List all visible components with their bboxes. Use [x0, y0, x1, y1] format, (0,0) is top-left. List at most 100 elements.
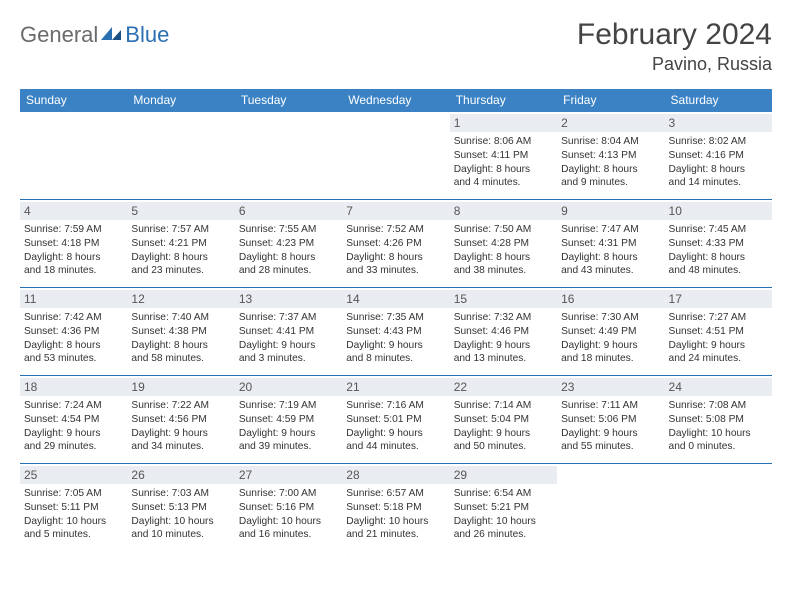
day-details: Sunrise: 8:04 AMSunset: 4:13 PMDaylight:…: [561, 135, 660, 190]
sunrise-text: Sunrise: 7:30 AM: [561, 311, 660, 325]
day-number: 24: [665, 378, 772, 396]
calendar-row: 1Sunrise: 8:06 AMSunset: 4:11 PMDaylight…: [20, 112, 772, 200]
logo-text-general: General: [20, 22, 98, 48]
sunrise-text: Sunrise: 7:14 AM: [454, 399, 553, 413]
daylight2-text: and 14 minutes.: [669, 176, 768, 190]
daylight1-text: Daylight: 9 hours: [346, 427, 445, 441]
day-number: 19: [127, 378, 234, 396]
daylight1-text: Daylight: 9 hours: [561, 339, 660, 353]
daylight2-text: and 39 minutes.: [239, 440, 338, 454]
daylight2-text: and 18 minutes.: [24, 264, 123, 278]
day-details: Sunrise: 7:50 AMSunset: 4:28 PMDaylight:…: [454, 223, 553, 278]
sunset-text: Sunset: 4:13 PM: [561, 149, 660, 163]
calendar-cell: [235, 112, 342, 200]
daylight1-text: Daylight: 10 hours: [346, 515, 445, 529]
day-number: 16: [557, 290, 664, 308]
calendar-cell: 19 Sunrise: 7:22 AMSunset: 4:56 PMDayligh…: [127, 376, 234, 464]
daylight2-text: and 33 minutes.: [346, 264, 445, 278]
sunset-text: Sunset: 4:51 PM: [669, 325, 768, 339]
sunset-text: Sunset: 4:38 PM: [131, 325, 230, 339]
sunset-text: Sunset: 4:41 PM: [239, 325, 338, 339]
sunrise-text: Sunrise: 7:32 AM: [454, 311, 553, 325]
daylight1-text: Daylight: 9 hours: [24, 427, 123, 441]
daylight1-text: Daylight: 9 hours: [239, 339, 338, 353]
day-details: Sunrise: 7:00 AMSunset: 5:16 PMDaylight:…: [239, 487, 338, 542]
day-details: Sunrise: 7:30 AMSunset: 4:49 PMDaylight:…: [561, 311, 660, 366]
calendar-cell: 18 Sunrise: 7:24 AMSunset: 4:54 PMDayligh…: [20, 376, 127, 464]
sunrise-text: Sunrise: 7:03 AM: [131, 487, 230, 501]
logo-text-blue: Blue: [125, 22, 169, 48]
sunrise-text: Sunrise: 8:04 AM: [561, 135, 660, 149]
day-details: Sunrise: 6:54 AMSunset: 5:21 PMDaylight:…: [454, 487, 553, 542]
daylight2-text: and 43 minutes.: [561, 264, 660, 278]
day-details: Sunrise: 7:37 AMSunset: 4:41 PMDaylight:…: [239, 311, 338, 366]
day-details: Sunrise: 7:22 AMSunset: 4:56 PMDaylight:…: [131, 399, 230, 454]
daylight1-text: Daylight: 8 hours: [131, 251, 230, 265]
day-details: Sunrise: 8:02 AMSunset: 4:16 PMDaylight:…: [669, 135, 768, 190]
calendar-cell: 11Sunrise: 7:42 AMSunset: 4:36 PMDayligh…: [20, 288, 127, 376]
daylight2-text: and 18 minutes.: [561, 352, 660, 366]
sunrise-text: Sunrise: 7:16 AM: [346, 399, 445, 413]
calendar-cell: [665, 464, 772, 552]
calendar-cell: [557, 464, 664, 552]
day-number: 18: [20, 378, 127, 396]
calendar-body: 1Sunrise: 8:06 AMSunset: 4:11 PMDaylight…: [20, 112, 772, 552]
day-details: Sunrise: 7:08 AMSunset: 5:08 PMDaylight:…: [669, 399, 768, 454]
calendar-cell: 9Sunrise: 7:47 AMSunset: 4:31 PMDaylight…: [557, 200, 664, 288]
calendar-cell: 23Sunrise: 7:11 AMSunset: 5:06 PMDayligh…: [557, 376, 664, 464]
calendar-row: 4Sunrise: 7:59 AMSunset: 4:18 PMDaylight…: [20, 200, 772, 288]
daylight1-text: Daylight: 9 hours: [454, 339, 553, 353]
day-details: Sunrise: 7:24 AMSunset: 4:54 PMDaylight:…: [24, 399, 123, 454]
sunset-text: Sunset: 5:11 PM: [24, 501, 123, 515]
header: General Blue February 2024 Pavino, Russi…: [20, 18, 772, 75]
day-details: Sunrise: 7:40 AMSunset: 4:38 PMDaylight:…: [131, 311, 230, 366]
day-number: 8: [450, 202, 557, 220]
day-number: 12: [127, 290, 234, 308]
day-number: 22: [450, 378, 557, 396]
sunrise-text: Sunrise: 8:06 AM: [454, 135, 553, 149]
sunset-text: Sunset: 4:23 PM: [239, 237, 338, 251]
calendar-cell: 10Sunrise: 7:45 AMSunset: 4:33 PMDayligh…: [665, 200, 772, 288]
calendar-cell: 15Sunrise: 7:32 AMSunset: 4:46 PMDayligh…: [450, 288, 557, 376]
day-details: Sunrise: 8:06 AMSunset: 4:11 PMDaylight:…: [454, 135, 553, 190]
weekday-header: Thursday: [450, 89, 557, 112]
sunrise-text: Sunrise: 7:47 AM: [561, 223, 660, 237]
sunset-text: Sunset: 4:18 PM: [24, 237, 123, 251]
calendar-cell: 28 Sunrise: 6:57 AMSunset: 5:18 PMDayligh…: [342, 464, 449, 552]
daylight2-text: and 13 minutes.: [454, 352, 553, 366]
calendar-row: 25Sunrise: 7:05 AMSunset: 5:11 PMDayligh…: [20, 464, 772, 552]
day-details: Sunrise: 7:05 AMSunset: 5:11 PMDaylight:…: [24, 487, 123, 542]
daylight1-text: Daylight: 10 hours: [669, 427, 768, 441]
day-number: 3: [665, 114, 772, 132]
daylight1-text: Daylight: 8 hours: [24, 251, 123, 265]
weekday-header: Wednesday: [342, 89, 449, 112]
daylight1-text: Daylight: 10 hours: [131, 515, 230, 529]
calendar-cell: 8 Sunrise: 7:50 AMSunset: 4:28 PMDaylight…: [450, 200, 557, 288]
daylight2-text: and 23 minutes.: [131, 264, 230, 278]
calendar-cell: 27Sunrise: 7:00 AMSunset: 5:16 PMDayligh…: [235, 464, 342, 552]
calendar-table: SundayMondayTuesdayWednesdayThursdayFrid…: [20, 89, 772, 552]
daylight1-text: Daylight: 8 hours: [346, 251, 445, 265]
day-number: 7: [342, 202, 449, 220]
daylight2-text: and 3 minutes.: [239, 352, 338, 366]
daylight1-text: Daylight: 9 hours: [454, 427, 553, 441]
sunset-text: Sunset: 4:21 PM: [131, 237, 230, 251]
daylight2-text: and 48 minutes.: [669, 264, 768, 278]
day-number: 28: [342, 466, 449, 484]
sunrise-text: Sunrise: 6:57 AM: [346, 487, 445, 501]
sunset-text: Sunset: 4:36 PM: [24, 325, 123, 339]
day-number: 5: [127, 202, 234, 220]
sunrise-text: Sunrise: 7:40 AM: [131, 311, 230, 325]
day-number: 13: [235, 290, 342, 308]
calendar-cell: 29Sunrise: 6:54 AMSunset: 5:21 PMDayligh…: [450, 464, 557, 552]
day-details: Sunrise: 6:57 AMSunset: 5:18 PMDaylight:…: [346, 487, 445, 542]
day-details: Sunrise: 7:35 AMSunset: 4:43 PMDaylight:…: [346, 311, 445, 366]
sunrise-text: Sunrise: 7:52 AM: [346, 223, 445, 237]
sunset-text: Sunset: 4:16 PM: [669, 149, 768, 163]
day-number: 20: [235, 378, 342, 396]
daylight1-text: Daylight: 8 hours: [669, 163, 768, 177]
calendar-cell: 17Sunrise: 7:27 AMSunset: 4:51 PMDayligh…: [665, 288, 772, 376]
weekday-header: Monday: [127, 89, 234, 112]
weekday-header: Tuesday: [235, 89, 342, 112]
sunrise-text: Sunrise: 7:37 AM: [239, 311, 338, 325]
